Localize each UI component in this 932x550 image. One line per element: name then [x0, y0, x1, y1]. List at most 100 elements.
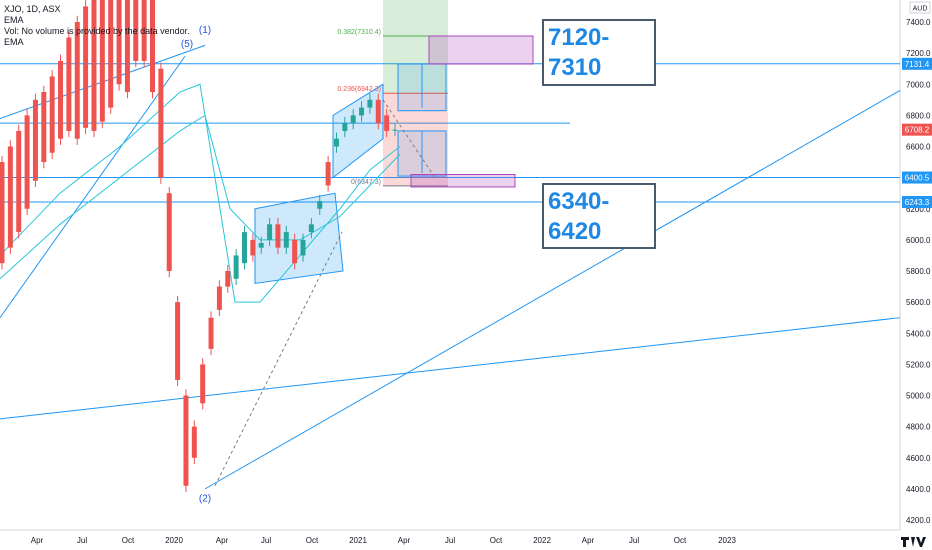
stop-zone: [383, 93, 448, 186]
ema-label-1: EMA: [4, 15, 24, 25]
target-zone-upper: [383, 0, 448, 37]
annotation-text: 7310: [548, 54, 601, 81]
annotation-box: [542, 183, 656, 249]
candle-body: [308, 224, 314, 233]
trendline-from-low: [204, 90, 901, 490]
y-tick-label: 5600.0: [906, 298, 931, 307]
flag-channel-2020: [254, 192, 344, 285]
y-tick-label: 7200.0: [906, 49, 931, 58]
ema-label-2: EMA: [4, 37, 24, 47]
x-tick-label: Jul: [77, 536, 87, 545]
price-label-text: 6708.2: [905, 126, 930, 135]
fib-label: 0.236(6942.3): [337, 86, 381, 93]
candle-body: [66, 37, 72, 131]
candle-body: [7, 146, 13, 248]
candle-body: [191, 426, 197, 458]
candle-body: [175, 302, 181, 380]
candle-body: [367, 99, 373, 108]
y-tick-label: 6000.0: [906, 236, 931, 245]
candle-body: [16, 130, 22, 233]
candle-body: [99, 0, 105, 122]
flag-channel-2021: [332, 83, 384, 179]
target-zone-upper-purple: [428, 35, 534, 65]
wave-label: (1): [199, 25, 211, 36]
candle-body: [275, 224, 281, 248]
y-tick-label: 5000.0: [906, 392, 931, 401]
x-tick-label: Apr: [398, 536, 411, 545]
candle-body: [158, 68, 164, 178]
price-label-text: 6400.5: [905, 174, 930, 183]
long-trendline-lower: [0, 317, 901, 420]
candle-body: [258, 242, 264, 248]
x-tick-label: Apr: [216, 536, 229, 545]
y-tick-label: 5400.0: [906, 329, 931, 338]
candle-body: [108, 0, 114, 108]
candle-body: [58, 60, 64, 139]
y-tick-label: 7400.0: [906, 18, 931, 27]
wave-label: (5): [181, 39, 193, 50]
fib-label: 0.382(7310.4): [337, 29, 381, 36]
candle-body: [342, 123, 348, 131]
ema-line-slow: [0, 114, 401, 280]
candle-body: [24, 115, 30, 209]
target-zone: [383, 36, 448, 94]
annotation-text: 6340-: [548, 188, 609, 215]
candle-body: [241, 232, 247, 264]
y-tick-label: 4200.0: [906, 516, 931, 525]
candle-body: [359, 107, 365, 116]
candle-body: [141, 0, 147, 61]
y-tick-label: 6800.0: [906, 111, 931, 120]
wave-label: (2): [199, 493, 211, 504]
x-tick-label: 2021: [349, 536, 367, 545]
candle-body: [124, 0, 130, 93]
x-tick-label: Apr: [582, 536, 595, 545]
x-tick-label: Jul: [261, 536, 271, 545]
price-label-text: 6243.3: [905, 198, 930, 207]
x-tick-label: Oct: [306, 536, 319, 545]
candle-body: [166, 193, 172, 271]
candle-body: [183, 395, 189, 486]
y-tick-label: 6200.0: [906, 205, 931, 214]
candle-body: [116, 0, 122, 85]
x-tick-label: Oct: [674, 536, 687, 545]
y-tick-label: 7000.0: [906, 80, 931, 89]
annotation-box: [542, 19, 656, 86]
candle-body: [392, 129, 398, 131]
x-tick-label: 2022: [533, 536, 551, 545]
price-label-text: 7131.4: [905, 60, 930, 69]
annotation-text: 7120-: [548, 24, 609, 51]
target-zone-lower-purple: [410, 174, 516, 188]
currency-box: [909, 1, 931, 14]
price-label-box: [902, 57, 932, 70]
candle-body: [350, 115, 356, 124]
candle-body: [91, 0, 97, 131]
candle-body: [225, 271, 231, 287]
candle-body: [216, 286, 222, 310]
x-tick-label: Jul: [445, 536, 455, 545]
currency-label: AUD: [913, 6, 928, 13]
candle-body: [32, 99, 38, 181]
candle-body: [49, 76, 55, 153]
candle-body: [292, 239, 298, 264]
x-tick-label: 2020: [165, 536, 183, 545]
y-tick-label: 5800.0: [906, 267, 931, 276]
x-tick-label: Jul: [629, 536, 639, 545]
candle-body: [133, 0, 139, 61]
candle-body: [41, 92, 47, 163]
volume-note: Vol: No volume is provided by the data v…: [4, 26, 190, 36]
x-tick-label: Apr: [31, 536, 44, 545]
candle-body: [250, 239, 256, 256]
candle-body: [333, 138, 339, 147]
y-tick-label: 5200.0: [906, 360, 931, 369]
candle-body: [317, 200, 323, 209]
x-tick-label: 2023: [718, 536, 736, 545]
candle-body: [83, 6, 89, 128]
annotation-text: 6420: [548, 218, 601, 245]
candle-body: [375, 99, 381, 124]
candle-body: [267, 224, 273, 240]
y-tick-label: 4600.0: [906, 454, 931, 463]
chart-legend: XJO, 1D, ASX EMA Vol: No volume is provi…: [4, 4, 190, 48]
candle-body: [233, 255, 239, 279]
